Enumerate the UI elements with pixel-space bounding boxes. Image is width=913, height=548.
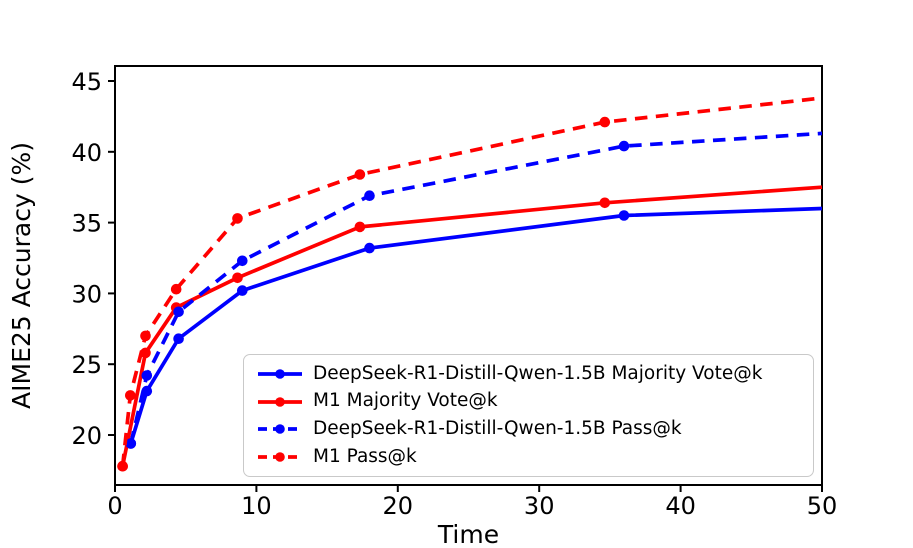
series-line-3 — [120, 96, 823, 467]
data-point-marker — [173, 306, 184, 318]
legend-sample-marker — [275, 369, 285, 379]
chart-legend: DeepSeek-R1-Distill-Qwen-1.5B Majority V… — [243, 354, 814, 477]
data-point-marker — [237, 285, 248, 296]
data-point-marker — [354, 169, 366, 180]
legend-line-sample — [258, 396, 302, 407]
series-markers-2 — [125, 140, 630, 449]
data-point-marker — [125, 390, 136, 401]
legend-sample-marker — [275, 452, 285, 462]
series-markers-3 — [117, 116, 611, 472]
legend-sample-marker — [275, 424, 285, 435]
data-point-marker — [364, 242, 375, 254]
y-tick-label: 20 — [71, 422, 102, 450]
legend-label: DeepSeek-R1-Distill-Qwen-1.5B Majority V… — [313, 362, 763, 384]
legend-label: M1 Majority Vote@k — [313, 390, 498, 412]
y-tick-label: 25 — [71, 351, 102, 379]
y-tick-label: 35 — [71, 210, 102, 238]
x-tick-label: 20 — [383, 492, 414, 520]
data-point-marker — [125, 438, 137, 449]
x-tick-label: 50 — [807, 492, 838, 520]
legend-label: DeepSeek-R1-Distill-Qwen-1.5B Pass@k — [313, 418, 682, 440]
data-point-marker — [237, 255, 248, 267]
legend-item-3: M1 Pass@k — [257, 443, 807, 471]
y-axis-label: AIME25 Accuracy (%) — [7, 142, 36, 409]
legend-sample-marker — [275, 396, 285, 407]
legend-item-2: DeepSeek-R1-Distill-Qwen-1.5B Pass@k — [257, 416, 807, 444]
legend-label: M1 Pass@k — [313, 445, 417, 467]
y-tick-label: 45 — [71, 68, 102, 96]
legend-line-sample — [258, 424, 302, 435]
data-point-marker — [173, 333, 184, 345]
data-point-marker — [117, 460, 128, 472]
legend-item-1: M1 Majority Vote@k — [257, 388, 807, 416]
legend-line-sample — [258, 369, 302, 379]
data-point-marker — [599, 116, 611, 128]
y-tick-label: 30 — [71, 280, 102, 308]
x-tick-label: 0 — [107, 492, 122, 520]
data-point-marker — [618, 210, 630, 221]
x-axis-label: Time — [437, 520, 499, 548]
plot-axes-box — [114, 65, 823, 486]
data-point-marker — [140, 347, 151, 359]
data-point-marker — [599, 197, 611, 209]
x-tick-label: 40 — [665, 492, 696, 520]
x-tick-label: 10 — [241, 492, 272, 520]
data-point-marker — [364, 190, 375, 201]
data-point-marker — [618, 140, 630, 152]
data-point-marker — [354, 221, 366, 233]
y-tick-label: 40 — [71, 139, 102, 167]
legend-item-0: DeepSeek-R1-Distill-Qwen-1.5B Majority V… — [257, 360, 807, 388]
data-point-marker — [232, 272, 243, 284]
data-point-marker — [140, 330, 151, 342]
x-tick-label: 30 — [524, 492, 555, 520]
legend-line-sample — [258, 452, 302, 462]
series-markers-1 — [117, 197, 611, 472]
data-point-marker — [170, 283, 182, 295]
data-point-marker — [232, 213, 243, 224]
data-point-marker — [141, 370, 153, 381]
